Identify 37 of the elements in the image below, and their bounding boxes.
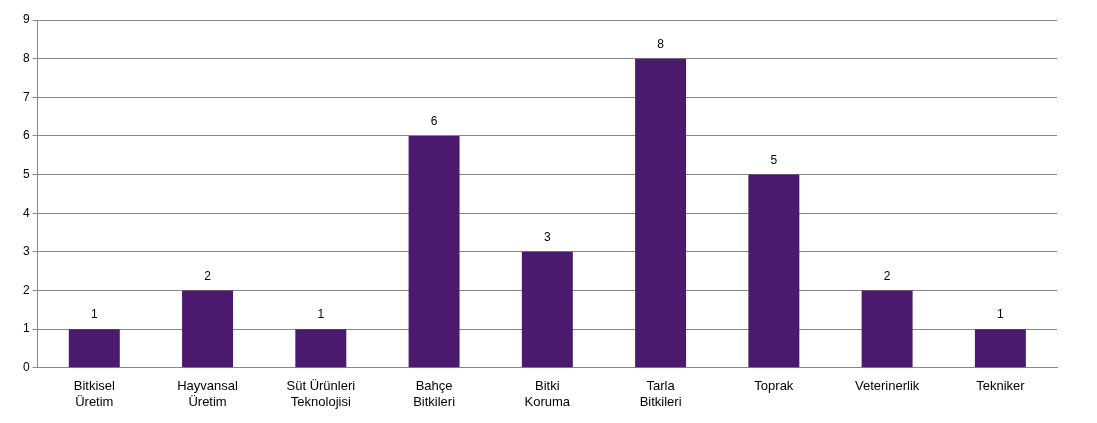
bar	[861, 290, 913, 368]
data-label: 3	[543, 230, 551, 245]
data-label: 1	[317, 307, 325, 322]
bar	[635, 58, 687, 368]
x-tick-label: Tekniker	[976, 378, 1026, 394]
data-label: 1	[90, 307, 98, 322]
y-tick-label: 2	[22, 282, 30, 297]
x-tick-label: Hayvansal Üretim	[177, 378, 239, 409]
data-label: 5	[770, 152, 778, 167]
y-tick-label: 4	[22, 205, 30, 220]
x-tick-label: Toprak	[754, 378, 794, 394]
data-label: 1	[997, 307, 1005, 322]
data-label: 2	[883, 268, 891, 283]
x-tick-label: Tarla Bitkileri	[639, 378, 682, 409]
data-label: 6	[430, 114, 438, 129]
bar	[68, 329, 120, 368]
bar	[182, 290, 234, 368]
data-label: 2	[204, 268, 212, 283]
y-tick-label: 3	[22, 244, 30, 259]
bar	[521, 251, 573, 368]
bar	[295, 329, 347, 368]
y-tick-label: 7	[22, 89, 30, 104]
y-tick-label: 6	[22, 128, 30, 143]
bar	[974, 329, 1026, 368]
x-tick-label: Bitkisel Üretim	[73, 378, 115, 409]
y-tick-label: 1	[22, 321, 30, 336]
y-tick-label: 0	[22, 360, 30, 375]
y-tick-label: 8	[22, 50, 30, 65]
x-tick-label: Veterinerlik	[854, 378, 920, 394]
bar	[748, 174, 800, 368]
x-tick-label: Bahçe Bitkileri	[413, 378, 456, 409]
y-tick-label: 5	[22, 166, 30, 181]
data-label: 8	[657, 36, 665, 51]
x-tick-label: Süt Ürünleri Teknolojisi	[286, 378, 356, 409]
x-tick-label: Bitki Koruma	[524, 378, 571, 409]
y-tick-label: 9	[22, 12, 30, 27]
bar	[408, 135, 460, 368]
